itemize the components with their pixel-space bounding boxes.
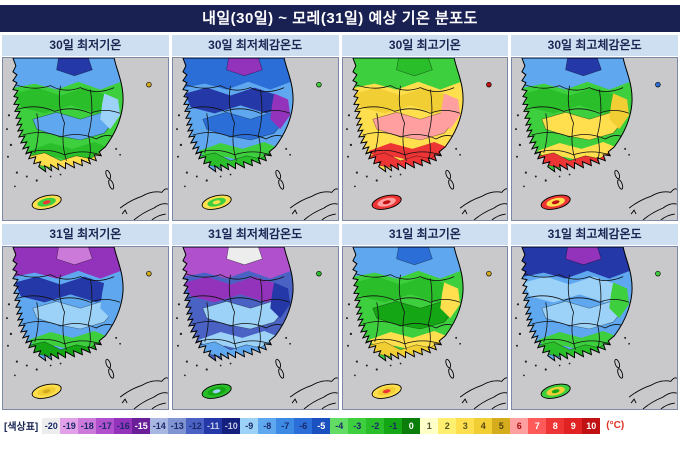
panel-title: 31일 최고체감온도 xyxy=(511,224,678,245)
legend-cells: -20 -19 -18 -17 -16 -15 -14 -13 -12 -11 -10 -9 -8 -7-… xyxy=(42,417,601,434)
legend-cell-2: 2 xyxy=(438,417,457,434)
temperature-forecast-page: 내일(30일) ~ 모레(31일) 예상 기온 분포도 30일 최저기온 30일 … xyxy=(0,5,680,450)
panel-map-area xyxy=(2,57,169,221)
korea-temperature-map xyxy=(345,247,508,409)
panel-title: 30일 최저기온 xyxy=(2,35,169,56)
ulleungdo-islet xyxy=(315,270,322,277)
panel-map-area xyxy=(511,57,678,221)
jeju-island xyxy=(201,383,232,399)
japan-coastline xyxy=(614,358,677,409)
legend-cell--3: -3 xyxy=(348,417,367,434)
jeju-island xyxy=(540,383,571,399)
japan-coastline xyxy=(275,169,338,220)
legend-cell-8: 8 xyxy=(546,417,565,434)
legend-cell-1: 1 xyxy=(420,417,439,434)
forecast-panel-6: 31일 최저체감온도 xyxy=(171,224,339,410)
ulleungdo-islet xyxy=(485,270,492,277)
legend-cell-9: 9 xyxy=(564,417,583,434)
legend-cell-7: 7 xyxy=(528,417,547,434)
color-scale-legend: [색상표] -20 -19 -18 -17 -16 -15 -14 -13 -12 -11 -10-… xyxy=(4,417,680,434)
map-panel-grid: 30일 최저기온 30일 최저체감온도 30일 최고기온 30일 최고체감온도 31일 … xyxy=(0,35,680,410)
panel-map-area xyxy=(2,246,169,410)
korea-temperature-map xyxy=(345,58,508,220)
panel-title: 31일 최저체감온도 xyxy=(171,224,339,245)
legend-cell-5: 5 xyxy=(492,417,511,434)
ulleungdo-islet xyxy=(655,270,661,277)
legend-cell--18: -18 xyxy=(78,417,97,434)
korea-temperature-map xyxy=(515,247,677,409)
legend-cell--6: -6 xyxy=(294,417,313,434)
panel-map-area xyxy=(341,246,509,410)
panel-map-area xyxy=(171,57,339,221)
japan-coastline xyxy=(105,169,168,220)
panel-title: 31일 최고기온 xyxy=(341,224,509,245)
korea-temperature-map xyxy=(175,247,338,409)
legend-unit: (°C) xyxy=(606,420,625,431)
forecast-panel-3: 30일 최고기온 xyxy=(341,35,509,221)
jeju-island xyxy=(31,194,62,210)
legend-cell--1: -1 xyxy=(384,417,403,434)
panel-title: 31일 최저기온 xyxy=(2,224,169,245)
legend-cell--11: -11 xyxy=(204,417,223,434)
ulleungdo-islet xyxy=(146,81,152,88)
legend-label: [색상표] xyxy=(4,422,39,433)
japan-coastline xyxy=(444,169,508,220)
legend-cell-4: 4 xyxy=(474,417,493,434)
korea-temperature-map xyxy=(515,58,677,220)
legend-cell-0: 0 xyxy=(402,417,421,434)
legend-cell--10: -10 xyxy=(222,417,241,434)
ulleungdo-islet xyxy=(655,81,661,88)
jeju-island xyxy=(201,194,232,210)
japan-coastline xyxy=(614,169,677,220)
legend-cell--2: -2 xyxy=(366,417,385,434)
jeju-island xyxy=(540,194,571,210)
panel-title: 30일 최고기온 xyxy=(341,35,509,56)
legend-cell--5: -5 xyxy=(312,417,331,434)
jeju-island xyxy=(371,194,402,210)
legend-cell--7: -7 xyxy=(276,417,295,434)
legend-cell--20: -20 xyxy=(42,417,61,434)
legend-cell-6: 6 xyxy=(510,417,529,434)
korea-temperature-map xyxy=(175,58,338,220)
forecast-panel-8: 31일 최고체감온도 xyxy=(511,224,678,410)
jeju-island xyxy=(371,383,402,399)
legend-cell--12: -12 xyxy=(186,417,205,434)
legend-cell--9: -9 xyxy=(240,417,259,434)
legend-cell--19: -19 xyxy=(60,417,79,434)
legend-cell--14: -14 xyxy=(150,417,169,434)
legend-cell--8: -8 xyxy=(258,417,277,434)
forecast-panel-1: 30일 최저기온 xyxy=(2,35,169,221)
japan-coastline xyxy=(105,358,168,409)
panel-map-area xyxy=(171,246,339,410)
korea-temperature-map xyxy=(5,58,168,220)
panel-title: 30일 최고체감온도 xyxy=(511,35,678,56)
legend-cell--4: -4 xyxy=(330,417,349,434)
japan-coastline xyxy=(275,358,338,409)
forecast-panel-4: 30일 최고체감온도 xyxy=(511,35,678,221)
ulleungdo-islet xyxy=(485,81,492,88)
panel-map-area xyxy=(511,246,678,410)
jeju-island xyxy=(31,383,62,399)
ulleungdo-islet xyxy=(146,270,152,277)
panel-title: 30일 최저체감온도 xyxy=(171,35,339,56)
japan-coastline xyxy=(444,358,508,409)
legend-cell--15: -15 xyxy=(132,417,151,434)
ulleungdo-islet xyxy=(315,81,322,88)
legend-cell-3: 3 xyxy=(456,417,475,434)
legend-cell--16: -16 xyxy=(114,417,133,434)
korea-temperature-map xyxy=(5,247,168,409)
page-title: 내일(30일) ~ 모레(31일) 예상 기온 분포도 xyxy=(0,5,680,32)
forecast-panel-2: 30일 최저체감온도 xyxy=(171,35,339,221)
legend-cell--17: -17 xyxy=(96,417,115,434)
panel-map-area xyxy=(341,57,509,221)
legend-cell-10: 10 xyxy=(582,417,601,434)
forecast-panel-5: 31일 최저기온 xyxy=(2,224,169,410)
forecast-panel-7: 31일 최고기온 xyxy=(341,224,509,410)
legend-cell--13: -13 xyxy=(168,417,187,434)
